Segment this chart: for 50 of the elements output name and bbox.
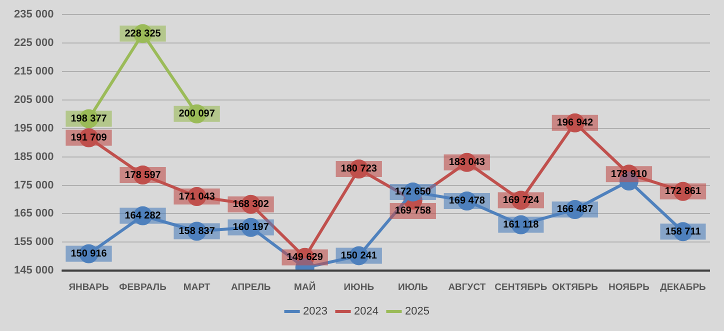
y-tick-label: 235 000 [14, 8, 54, 21]
data-label: 150 916 [70, 248, 108, 260]
data-label: 150 241 [340, 250, 378, 262]
data-label: 158 711 [665, 226, 702, 238]
y-tick-label: 155 000 [14, 236, 54, 248]
y-tick-label: 185 000 [14, 150, 54, 163]
data-label: 171 043 [178, 191, 216, 202]
x-tick-label: МАЙ [294, 280, 316, 293]
x-tick-label: ИЮЛЬ [398, 282, 428, 293]
x-tick-label: ИЮНЬ [344, 282, 374, 293]
data-label: 180 723 [340, 164, 378, 175]
data-label: 161 118 [503, 220, 540, 231]
data-label: 149 629 [286, 252, 324, 264]
x-tick-label: ЯНВАРЬ [68, 282, 109, 293]
data-label: 158 837 [178, 226, 216, 237]
data-label: 160 197 [232, 222, 270, 234]
data-label: 164 282 [124, 210, 162, 222]
data-label: 172 861 [664, 186, 702, 198]
x-tick-label: ОКТЯБРЬ [552, 282, 598, 293]
legend-label: 2023 [303, 306, 328, 318]
data-label: 183 043 [448, 157, 486, 168]
y-tick-label: 195 000 [14, 122, 54, 134]
y-tick-label: 175 000 [14, 179, 54, 192]
data-label: 191 709 [70, 132, 108, 144]
y-tick-label: 225 000 [14, 37, 54, 50]
data-label: 178 910 [610, 168, 648, 180]
x-tick-label: АПРЕЛЬ [230, 282, 271, 293]
data-label: 169 478 [448, 196, 486, 207]
data-label: 198 377 [70, 114, 108, 125]
y-tick-label: 145 000 [14, 264, 54, 277]
x-tick-label: НОЯБРЬ [608, 282, 650, 293]
data-label: 200 097 [178, 108, 216, 120]
x-tick-label: ФЕВРАЛЬ [119, 282, 167, 293]
x-tick-label: АВГУСТ [448, 282, 486, 293]
data-label: 169 758 [394, 206, 432, 217]
data-label: 168 302 [232, 199, 270, 210]
data-label: 228 325 [124, 28, 162, 40]
data-label: 172 650 [394, 186, 432, 198]
data-label: 196 942 [556, 118, 594, 129]
y-tick-label: 205 000 [14, 94, 54, 106]
y-tick-label: 215 000 [14, 66, 54, 78]
legend-label: 2025 [404, 306, 430, 318]
x-tick-label: МАРТ [183, 282, 210, 293]
legend-label: 2024 [354, 306, 378, 318]
y-tick-label: 165 000 [14, 208, 54, 220]
data-label: 178 597 [124, 170, 162, 181]
data-label: 169 724 [502, 195, 540, 206]
x-tick-label: ДЕКАБРЬ [660, 282, 706, 293]
data-label: 166 487 [556, 204, 594, 216]
x-tick-label: СЕНТЯБРЬ [494, 282, 548, 293]
